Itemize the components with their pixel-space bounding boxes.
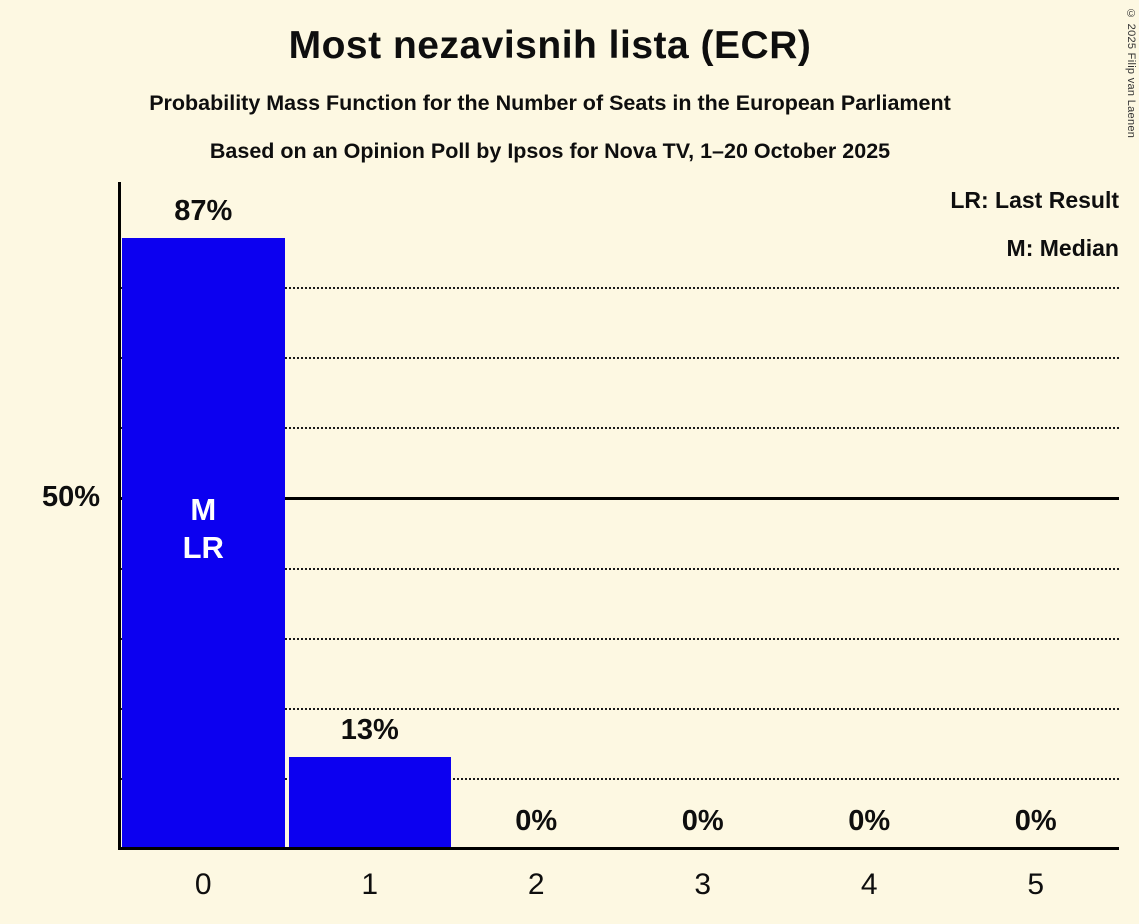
y-axis-line — [118, 182, 121, 850]
gridline-30pct — [120, 637, 1119, 640]
value-label-seats-2: 0% — [515, 805, 558, 837]
legend-last-result: LR: Last Result — [950, 187, 1119, 213]
gridline-60pct — [120, 427, 1119, 430]
bar-annotation-median-lastresult: M LR — [120, 491, 287, 567]
x-tick-label-2: 2 — [527, 868, 545, 901]
value-label-seats-4: 0% — [848, 805, 891, 837]
gridline-10pct — [120, 777, 1119, 780]
x-tick-label-3: 3 — [694, 868, 712, 901]
gridline-40pct — [120, 567, 1119, 570]
gridline-70pct — [120, 357, 1119, 360]
value-label-seats-1: 13% — [340, 713, 399, 746]
bar-annotation-line: M — [190, 492, 217, 528]
x-axis-line — [118, 847, 1119, 850]
bar-seats-0 — [122, 238, 285, 848]
x-axis-labels: 0 1 2 3 4 5 — [120, 868, 1119, 914]
bar-annotation-line: LR — [182, 530, 224, 566]
gridline-20pct — [120, 707, 1119, 710]
chart-subtitle-pmf: Probability Mass Function for the Number… — [149, 91, 951, 115]
gridline-50pct-solid — [120, 497, 1119, 501]
bar-seats-1 — [288, 756, 451, 848]
plot-area: 87% 13% 0% 0% 0% 0% M LR — [118, 182, 1119, 850]
chart-subtitle-poll: Based on an Opinion Poll by Ipsos for No… — [209, 139, 891, 163]
x-tick-label-5: 5 — [1027, 868, 1045, 901]
chart-title: Most nezavisnih lista (ECR) — [288, 24, 812, 67]
x-tick-label-0: 0 — [194, 868, 212, 901]
copyright-notice: © 2025 Filip van Laenen — [1125, 8, 1137, 139]
value-label-seats-3: 0% — [681, 805, 724, 837]
x-tick-label-1: 1 — [361, 868, 379, 901]
value-label-seats-0: 87% — [174, 195, 233, 228]
x-tick-label-4: 4 — [860, 868, 878, 901]
value-label-seats-5: 0% — [1014, 805, 1057, 837]
gridline-80pct — [120, 287, 1119, 290]
y-axis-50-label: 50% — [41, 481, 100, 513]
legend-median: M: Median — [1006, 235, 1119, 261]
